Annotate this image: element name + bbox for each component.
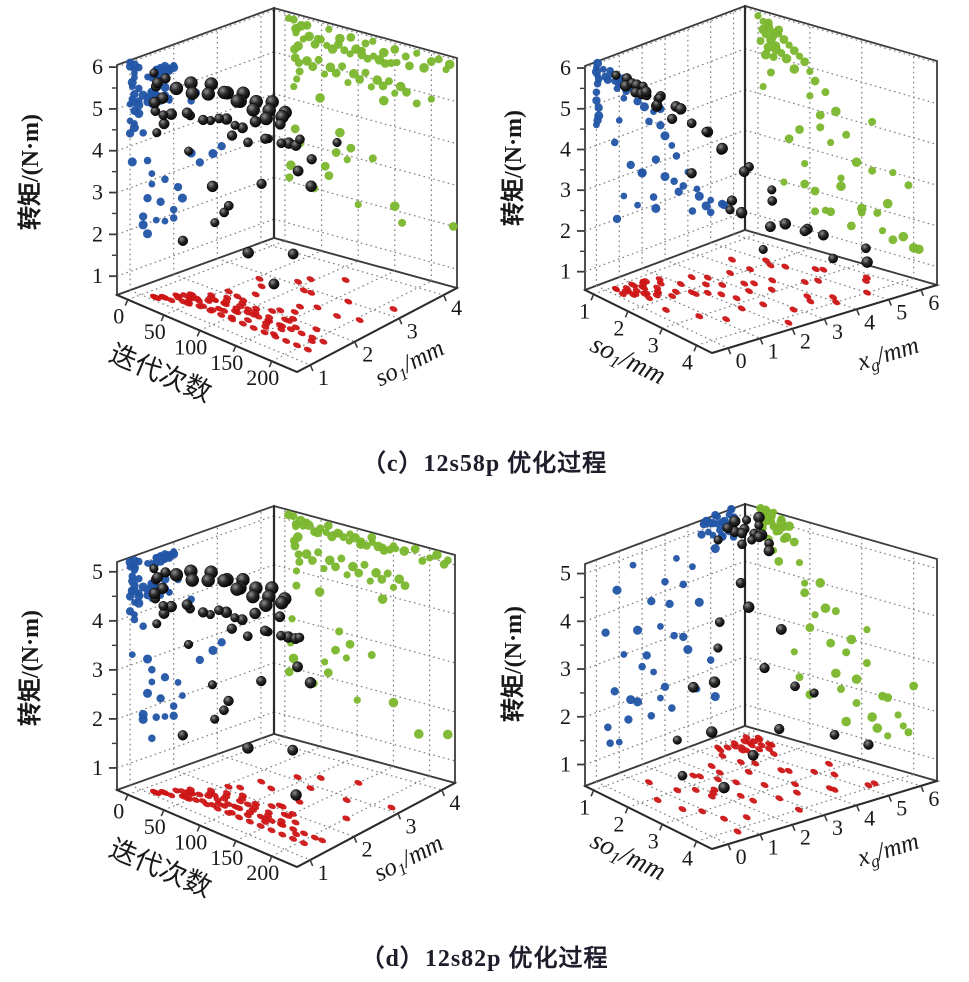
svg-text:3: 3 [560,656,571,681]
svg-text:6: 6 [560,55,571,80]
svg-text:3: 3 [648,332,659,357]
svg-text:1: 1 [768,834,779,859]
svg-text:2: 2 [613,811,624,836]
svg-text:3: 3 [92,657,103,682]
svg-text:4: 4 [451,295,462,320]
svg-text:3: 3 [405,813,416,838]
svg-text:0: 0 [113,304,124,329]
svg-text:4: 4 [864,805,875,830]
caption-c: （c）12s58p 优化过程 [361,451,608,477]
svg-text:2: 2 [800,825,811,850]
svg-text:2: 2 [362,342,373,367]
svg-text:1: 1 [92,755,103,780]
svg-text:3: 3 [92,180,103,205]
svg-text:0: 0 [113,799,124,824]
caption-d: （d）12s82p 优化过程 [360,946,609,972]
svg-text:100: 100 [174,334,207,359]
svg-text:4: 4 [92,138,103,163]
svg-text:5: 5 [560,561,571,586]
svg-text:1: 1 [579,794,590,819]
svg-text:5: 5 [92,559,103,584]
svg-text:5: 5 [896,300,907,325]
svg-text:2: 2 [92,221,103,246]
svg-text:1: 1 [768,338,779,363]
svg-text:200: 200 [246,365,279,390]
svg-text:1: 1 [560,752,571,777]
svg-text:so1/mm: so1/mm [370,830,449,890]
svg-text:50: 50 [144,319,166,344]
svg-text:4: 4 [560,136,571,161]
svg-text:150: 150 [210,845,243,870]
svg-text:6: 6 [92,54,103,79]
svg-text:2: 2 [613,315,624,340]
svg-text:4: 4 [682,349,693,374]
svg-text:xg/mm: xg/mm [853,332,923,379]
svg-text:3: 3 [832,319,843,344]
svg-text:6: 6 [928,290,939,315]
svg-text:5: 5 [560,96,571,121]
svg-text:2: 2 [800,329,811,354]
svg-text:转矩/(N·m): 转矩/(N·m) [499,110,527,226]
svg-text:xg/mm: xg/mm [853,828,923,875]
svg-text:4: 4 [864,309,875,334]
svg-text:150: 150 [210,350,243,375]
svg-text:1: 1 [318,860,329,885]
svg-text:0: 0 [736,844,747,869]
svg-text:1: 1 [92,263,103,288]
svg-text:3: 3 [648,828,659,853]
svg-text:5: 5 [896,796,907,821]
svg-text:0: 0 [736,348,747,373]
svg-text:6: 6 [928,786,939,811]
svg-text:1: 1 [560,259,571,284]
svg-text:2: 2 [560,704,571,729]
svg-text:4: 4 [449,790,460,815]
svg-text:2: 2 [92,706,103,731]
svg-text:1: 1 [318,365,329,390]
svg-text:4: 4 [682,845,693,870]
svg-text:2: 2 [362,837,373,862]
svg-text:so1/mm: so1/mm [371,335,450,395]
svg-text:转矩/(N·m): 转矩/(N·m) [16,114,44,230]
svg-text:50: 50 [144,814,166,839]
svg-text:5: 5 [92,96,103,121]
svg-text:3: 3 [407,318,418,343]
svg-text:1: 1 [579,298,590,323]
svg-text:2: 2 [560,218,571,243]
svg-text:3: 3 [832,815,843,840]
svg-text:4: 4 [92,608,103,633]
svg-text:3: 3 [560,177,571,202]
svg-text:转矩/(N·m): 转矩/(N·m) [16,610,44,726]
svg-text:转矩/(N·m): 转矩/(N·m) [499,606,527,722]
svg-text:100: 100 [174,829,207,854]
svg-text:200: 200 [246,860,279,885]
svg-text:4: 4 [560,608,571,633]
